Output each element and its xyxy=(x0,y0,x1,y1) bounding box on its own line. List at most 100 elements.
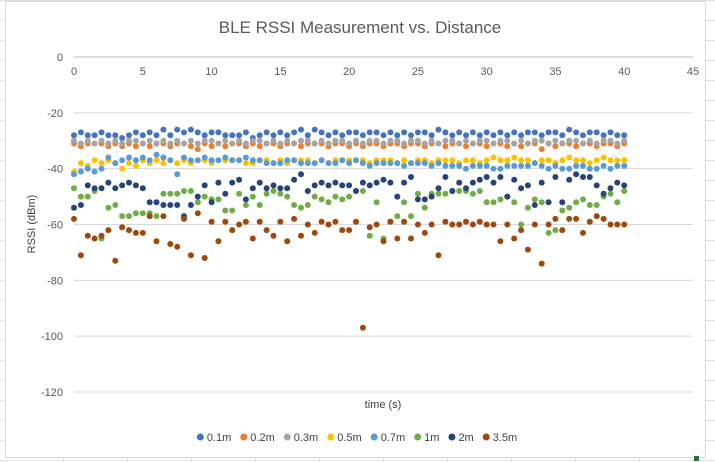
data-point[interactable] xyxy=(524,182,531,189)
data-point[interactable] xyxy=(167,157,174,164)
data-point[interactable] xyxy=(566,154,573,161)
data-point[interactable] xyxy=(394,137,401,144)
data-point[interactable] xyxy=(531,202,538,208)
data-point[interactable] xyxy=(304,132,311,139)
data-point[interactable] xyxy=(490,199,497,206)
data-point[interactable] xyxy=(538,137,545,144)
data-point[interactable] xyxy=(311,182,318,189)
legend[interactable]: 0.1m 0.2m 0.3m 0.5m 0.7m 1m 2m 3.5m xyxy=(196,432,517,444)
data-point[interactable] xyxy=(414,137,421,144)
data-point[interactable] xyxy=(580,157,586,164)
data-point[interactable] xyxy=(277,218,284,225)
data-point[interactable] xyxy=(353,137,359,144)
data-point[interactable] xyxy=(586,202,593,208)
data-point[interactable] xyxy=(607,190,614,197)
data-point[interactable] xyxy=(414,129,421,136)
data-point[interactable] xyxy=(531,160,538,167)
data-point[interactable] xyxy=(298,204,304,211)
data-point[interactable] xyxy=(463,132,469,139)
data-point[interactable] xyxy=(380,160,387,167)
data-point[interactable] xyxy=(621,137,628,144)
data-point[interactable] xyxy=(139,140,146,147)
data-point[interactable] xyxy=(215,196,222,203)
data-point[interactable] xyxy=(325,160,332,167)
data-point[interactable] xyxy=(621,221,628,228)
data-point[interactable] xyxy=(483,157,490,164)
data-point[interactable] xyxy=(456,221,463,228)
data-point[interactable] xyxy=(77,160,84,167)
data-point[interactable] xyxy=(91,140,98,147)
data-point[interactable] xyxy=(91,235,98,242)
data-point[interactable] xyxy=(112,257,119,264)
data-point[interactable] xyxy=(483,162,490,169)
data-point[interactable] xyxy=(298,126,304,133)
data-point[interactable] xyxy=(201,193,208,200)
data-point[interactable] xyxy=(414,160,421,167)
data-point[interactable] xyxy=(456,162,463,169)
data-point[interactable] xyxy=(449,137,456,144)
data-point[interactable] xyxy=(332,137,339,144)
data-point[interactable] xyxy=(428,221,435,228)
data-point[interactable] xyxy=(387,160,394,167)
data-point[interactable] xyxy=(187,137,194,144)
data-point[interactable] xyxy=(559,157,566,164)
data-point[interactable] xyxy=(146,129,153,136)
data-point[interactable] xyxy=(566,204,573,211)
data-point[interactable] xyxy=(284,185,291,192)
data-point[interactable] xyxy=(174,190,181,197)
data-point[interactable] xyxy=(236,176,243,183)
data-point[interactable] xyxy=(586,174,593,180)
data-point[interactable] xyxy=(84,137,91,144)
data-point[interactable] xyxy=(359,179,366,186)
data-point[interactable] xyxy=(194,140,201,147)
data-point[interactable] xyxy=(311,193,318,200)
data-point[interactable] xyxy=(566,126,573,133)
data-point[interactable] xyxy=(387,129,394,136)
data-point[interactable] xyxy=(167,202,174,208)
data-point[interactable] xyxy=(497,196,504,203)
data-point[interactable] xyxy=(504,143,511,150)
data-point[interactable] xyxy=(311,229,318,236)
data-point[interactable] xyxy=(160,126,167,133)
data-point[interactable] xyxy=(442,174,449,180)
data-point[interactable] xyxy=(366,224,373,231)
data-point[interactable] xyxy=(236,221,243,228)
data-point[interactable] xyxy=(112,185,119,192)
data-point[interactable] xyxy=(201,137,208,144)
data-point[interactable] xyxy=(490,140,497,147)
data-point[interactable] xyxy=(304,137,311,144)
data-point[interactable] xyxy=(126,132,132,139)
data-point[interactable] xyxy=(242,196,249,203)
data-point[interactable] xyxy=(490,154,497,161)
data-point[interactable] xyxy=(497,137,504,144)
data-point[interactable] xyxy=(476,218,483,225)
data-point[interactable] xyxy=(580,132,586,139)
data-point[interactable] xyxy=(339,196,346,203)
data-point[interactable] xyxy=(222,190,229,197)
data-point[interactable] xyxy=(573,143,580,150)
data-point[interactable] xyxy=(401,218,408,225)
data-point[interactable] xyxy=(71,215,77,222)
data-point[interactable] xyxy=(401,157,408,164)
data-point[interactable] xyxy=(428,162,435,169)
data-point[interactable] xyxy=(208,137,215,144)
legend-item-3-5m[interactable]: 3.5m xyxy=(482,432,517,444)
data-point[interactable] xyxy=(469,129,476,136)
data-point[interactable] xyxy=(380,132,387,139)
data-point[interactable] xyxy=(366,129,373,136)
data-point[interactable] xyxy=(621,157,628,164)
data-point[interactable] xyxy=(621,162,628,169)
data-point[interactable] xyxy=(545,221,552,228)
data-point[interactable] xyxy=(153,157,160,164)
data-point[interactable] xyxy=(469,221,476,228)
data-point[interactable] xyxy=(414,196,421,203)
data-point[interactable] xyxy=(504,221,511,228)
data-point[interactable] xyxy=(463,165,469,172)
data-point[interactable] xyxy=(256,143,263,150)
data-point[interactable] xyxy=(600,215,607,222)
data-point[interactable] xyxy=(380,238,387,245)
data-point[interactable] xyxy=(504,193,511,200)
data-point[interactable] xyxy=(112,132,119,139)
data-point[interactable] xyxy=(346,182,353,189)
data-point[interactable] xyxy=(580,140,586,147)
